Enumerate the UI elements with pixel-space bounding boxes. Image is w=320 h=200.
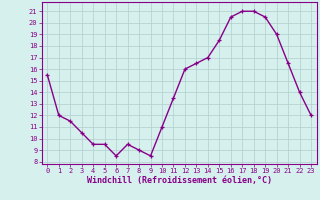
X-axis label: Windchill (Refroidissement éolien,°C): Windchill (Refroidissement éolien,°C) (87, 176, 272, 185)
